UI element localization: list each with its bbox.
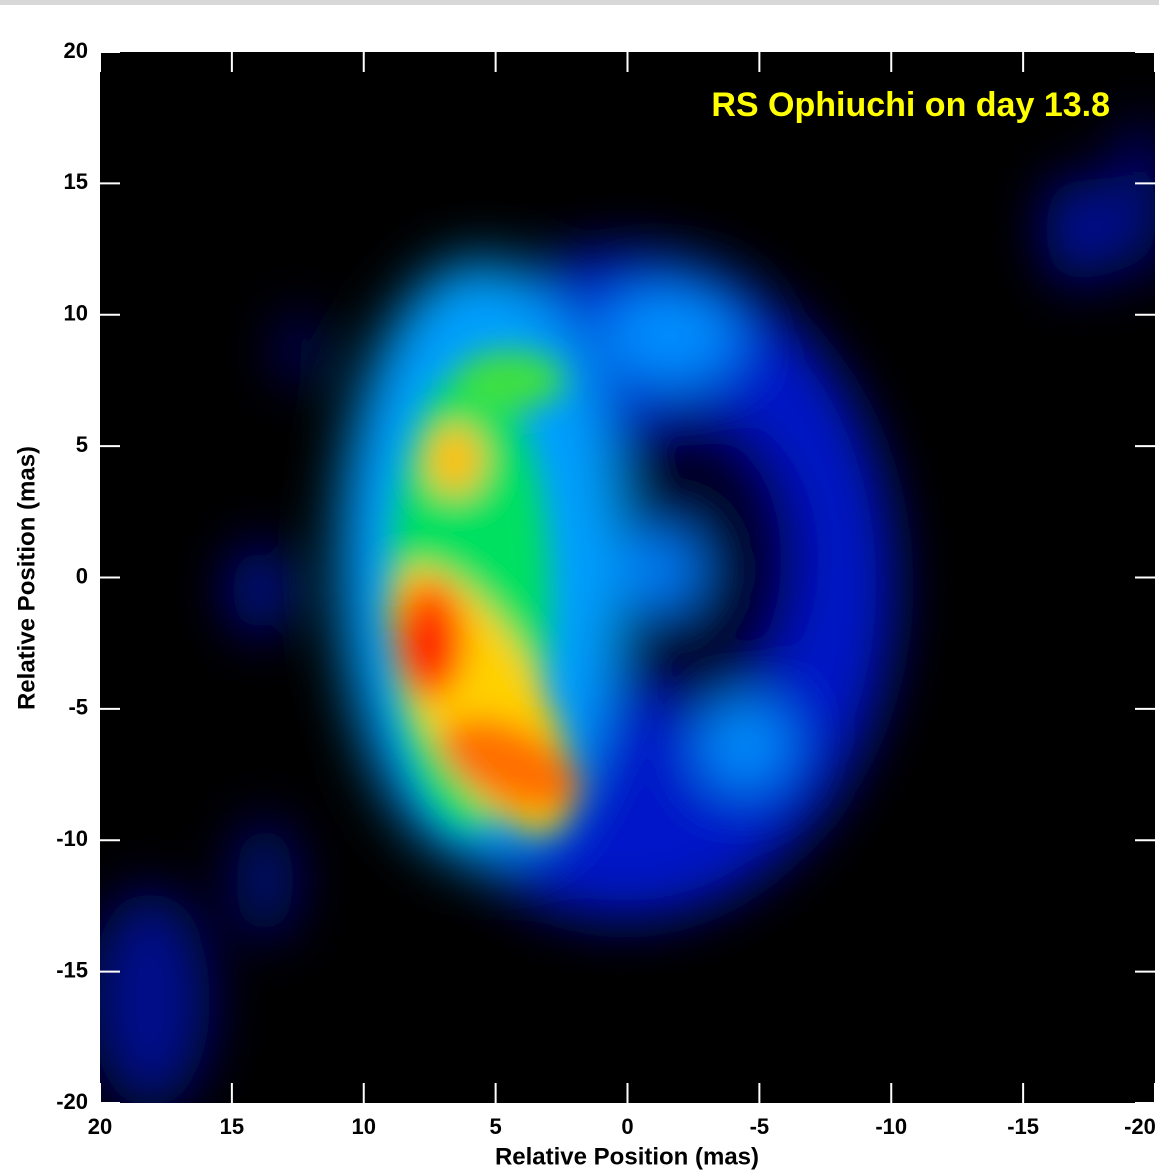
y-tick-label: 15 bbox=[64, 169, 88, 194]
emission-core bbox=[388, 350, 580, 834]
y-axis-label: Relative Position (mas) bbox=[13, 446, 40, 710]
x-tick-label: 5 bbox=[490, 1114, 502, 1139]
y-tick-label: -15 bbox=[56, 957, 88, 982]
x-tick-label: -20 bbox=[1124, 1114, 1156, 1139]
faint-patch bbox=[1045, 175, 1115, 285]
x-tick-label: 0 bbox=[621, 1114, 633, 1139]
y-tick-label: -20 bbox=[56, 1089, 88, 1114]
peak bbox=[410, 617, 446, 673]
y-tick-label: -10 bbox=[56, 826, 88, 851]
x-tick-label: -5 bbox=[750, 1114, 770, 1139]
x-tick-label: 20 bbox=[88, 1114, 112, 1139]
y-tick-label: 10 bbox=[64, 301, 88, 326]
radio-image bbox=[100, 120, 1155, 1103]
knot bbox=[700, 700, 790, 790]
y-tick-label: -5 bbox=[68, 695, 88, 720]
y-tick-label: 20 bbox=[64, 38, 88, 63]
x-axis-label: Relative Position (mas) bbox=[495, 1143, 759, 1170]
knot bbox=[620, 530, 700, 610]
orange-arc bbox=[440, 718, 580, 812]
faint-patch bbox=[235, 820, 295, 940]
x-tick-label: 10 bbox=[352, 1114, 376, 1139]
green-knot bbox=[455, 350, 565, 410]
faint-patch bbox=[1120, 120, 1155, 280]
faint-patch bbox=[100, 890, 210, 1103]
x-tick-label: -15 bbox=[1007, 1114, 1039, 1139]
knot bbox=[600, 285, 740, 385]
x-tick-label: -10 bbox=[875, 1114, 907, 1139]
y-tick-label: 5 bbox=[76, 432, 88, 457]
y-tick-label: 0 bbox=[76, 563, 88, 588]
annotation: RS Ophiuchi on day 13.8 bbox=[711, 86, 1110, 124]
top-strip bbox=[0, 0, 1159, 5]
faint-patch bbox=[230, 545, 290, 635]
faint-patch bbox=[280, 315, 320, 385]
yellow-knot bbox=[427, 425, 483, 495]
x-tick-label: 15 bbox=[220, 1114, 244, 1139]
